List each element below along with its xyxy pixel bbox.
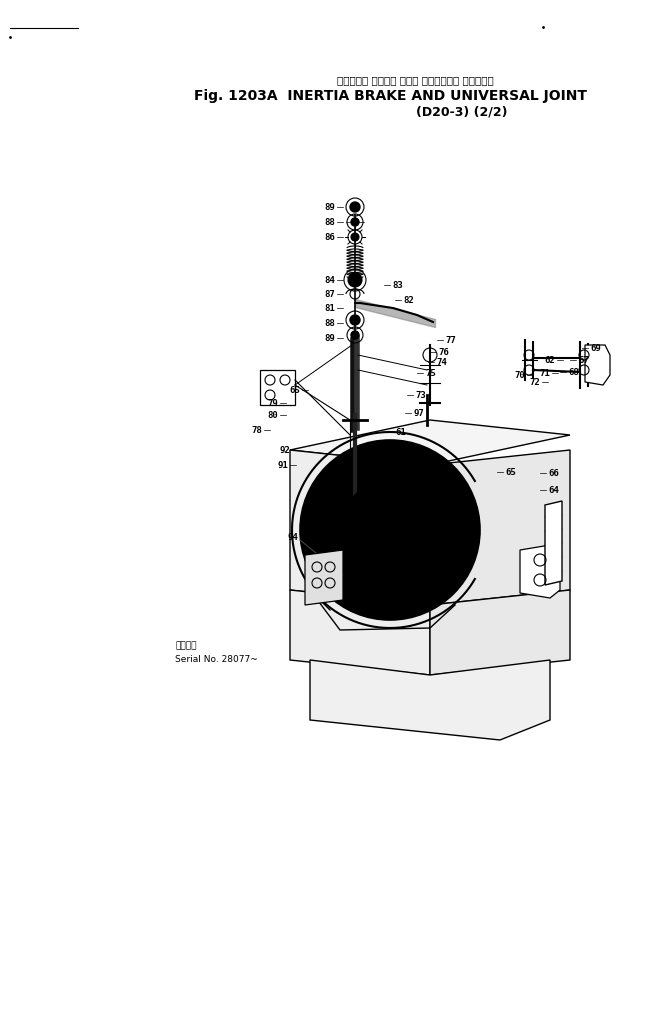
Text: 94: 94 [287,532,298,541]
Text: 80: 80 [267,411,278,420]
Text: 96: 96 [313,504,324,512]
Polygon shape [585,345,610,385]
Text: 63: 63 [370,515,380,524]
Circle shape [351,233,359,241]
Text: (D20-3) (2/2): (D20-3) (2/2) [416,105,508,119]
Text: 95: 95 [318,489,329,498]
Text: 66: 66 [548,468,559,478]
Text: 62: 62 [544,356,555,364]
Text: 73: 73 [415,390,426,400]
Circle shape [372,512,408,548]
Text: Serial No. 28077~: Serial No. 28077~ [175,654,258,663]
Text: 74: 74 [436,358,447,366]
Text: 79: 79 [267,399,278,408]
Text: 67: 67 [578,356,589,364]
Text: 89: 89 [324,334,335,343]
Circle shape [351,218,359,226]
Text: 61: 61 [395,428,406,436]
Text: 65: 65 [289,385,300,394]
Text: 68: 68 [568,367,579,376]
Text: 86: 86 [324,232,335,241]
Text: 69: 69 [590,344,601,353]
Text: 81: 81 [324,303,335,312]
Text: 64: 64 [548,486,559,495]
Polygon shape [520,545,560,598]
Text: 65: 65 [505,467,516,477]
Text: 89: 89 [324,203,335,212]
Text: 78: 78 [251,426,262,435]
Polygon shape [290,450,430,605]
Text: 72: 72 [529,377,540,386]
Text: 88: 88 [324,318,335,328]
Polygon shape [545,501,562,585]
Text: 90: 90 [325,474,336,483]
Polygon shape [290,590,430,675]
Text: 88: 88 [324,217,335,226]
Text: 97: 97 [413,409,424,418]
Polygon shape [305,550,343,605]
Circle shape [348,273,362,287]
Text: 91: 91 [277,460,288,469]
Text: 84: 84 [324,276,335,285]
Text: 93: 93 [312,518,323,527]
Polygon shape [310,660,550,740]
Text: 71: 71 [539,368,550,377]
Circle shape [300,440,480,620]
Text: 適用号機: 適用号機 [175,642,196,651]
Circle shape [350,202,360,212]
Circle shape [351,331,359,339]
Text: イナーシャ ブレーキ および ユニバーサル ジョイント: イナーシャ ブレーキ および ユニバーサル ジョイント [337,75,494,85]
Polygon shape [290,420,570,465]
Text: 77: 77 [445,336,455,345]
Circle shape [350,315,360,325]
Text: 70: 70 [514,370,525,379]
Text: 87: 87 [324,290,335,298]
Circle shape [340,481,439,579]
Text: Fig. 1203A  INERTIA BRAKE AND UNIVERSAL JOINT: Fig. 1203A INERTIA BRAKE AND UNIVERSAL J… [194,89,587,103]
Polygon shape [430,590,570,675]
Text: 92: 92 [279,445,290,454]
Polygon shape [260,370,295,405]
Text: 83: 83 [392,281,402,290]
Text: 75: 75 [425,368,436,377]
Polygon shape [430,450,570,605]
Text: 82: 82 [403,295,413,304]
Text: 76: 76 [438,348,449,357]
